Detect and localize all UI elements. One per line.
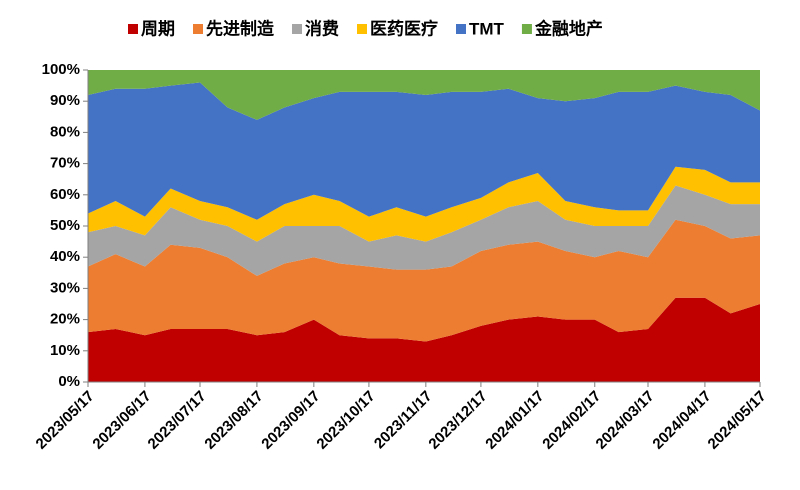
x-tick-label: 2023/05/17: [33, 388, 98, 453]
legend-label: 金融地产: [534, 18, 603, 38]
legend-swatch: [357, 24, 367, 34]
x-tick-label: 2023/08/17: [201, 388, 266, 453]
y-tick-label: 20%: [50, 311, 80, 328]
y-tick-label: 90%: [50, 92, 80, 109]
x-tick-label: 2023/10/17: [313, 388, 378, 453]
x-tick-label: 2024/01/17: [482, 388, 547, 453]
legend: 周期 先进制造 消费 医药医疗 TMT 金融地产: [128, 18, 603, 38]
legend-swatch: [292, 24, 302, 34]
x-tick-label: 2023/07/17: [145, 388, 210, 453]
area: [88, 219, 760, 342]
x-tick-label: 2024/03/17: [593, 388, 658, 453]
y-tick-label: 30%: [50, 279, 80, 296]
area: [88, 185, 760, 276]
legend-label: 医药医疗: [370, 18, 438, 38]
legend-swatch: [128, 24, 138, 34]
legend-label: 消费: [305, 18, 339, 38]
y-tick-label: 40%: [50, 248, 80, 265]
x-tick-label: 2023/12/17: [425, 388, 490, 453]
legend-swatch: [456, 24, 466, 34]
area: [88, 166, 760, 242]
area: [88, 82, 760, 220]
y-tick-label: 70%: [50, 155, 80, 172]
area: [88, 70, 760, 120]
x-tick-label: 2024/05/17: [705, 388, 770, 453]
legend-swatch: [193, 24, 203, 34]
legend-label: TMT: [469, 19, 505, 38]
y-tick-label: 60%: [50, 186, 80, 203]
y-tick-label: 80%: [50, 123, 80, 140]
y-tick-label: 0%: [58, 373, 80, 390]
y-tick-label: 50%: [50, 217, 80, 234]
x-tick-label: 2024/04/17: [649, 388, 714, 453]
legend-label: 先进制造: [206, 18, 275, 38]
area: [88, 297, 760, 382]
legend-swatch: [521, 24, 532, 34]
x-tick-label: 2023/06/17: [89, 388, 154, 453]
legend-label: 周期: [141, 19, 175, 38]
y-tick-label: 10%: [50, 342, 80, 359]
x-tick-label: 2023/09/17: [258, 388, 323, 453]
y-tick-label: 100%: [42, 61, 80, 78]
